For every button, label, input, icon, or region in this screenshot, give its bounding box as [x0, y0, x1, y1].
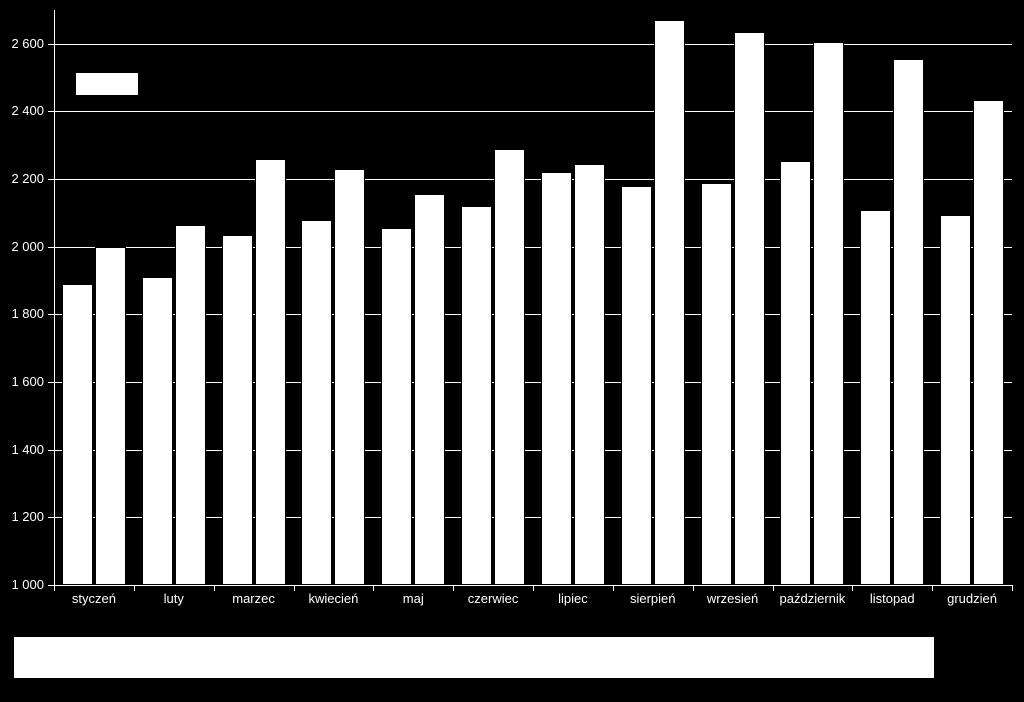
bar — [813, 42, 844, 585]
x-tick-label: maj — [373, 591, 453, 606]
x-tick-label: wrzesień — [693, 591, 773, 606]
legend-swatch — [76, 73, 138, 95]
y-tick — [48, 382, 54, 383]
y-tick — [48, 247, 54, 248]
gridline — [54, 179, 1012, 180]
y-tick — [48, 450, 54, 451]
y-tick-label: 1 800 — [0, 306, 44, 321]
bar — [62, 284, 93, 585]
y-tick-label: 2 000 — [0, 239, 44, 254]
bottom-strip — [14, 637, 934, 678]
y-tick — [48, 111, 54, 112]
x-tick-label: czerwiec — [453, 591, 533, 606]
bar — [621, 186, 652, 585]
bar — [654, 20, 685, 585]
y-tick-label: 1 000 — [0, 577, 44, 592]
bar — [541, 172, 572, 585]
bar — [381, 228, 412, 585]
bar — [780, 161, 811, 585]
bar — [301, 220, 332, 585]
y-tick — [48, 44, 54, 45]
bar — [940, 215, 971, 585]
x-tick — [1012, 585, 1013, 591]
y-axis — [54, 10, 55, 585]
bar — [95, 247, 126, 585]
y-tick-label: 1 200 — [0, 509, 44, 524]
bar — [334, 169, 365, 585]
monthly-bar-chart: 1 000 1 200 1 400 1 600 1 800 2 000 2 200 2 400… — [0, 0, 1024, 702]
x-tick-label: listopad — [852, 591, 932, 606]
bar — [461, 206, 492, 585]
y-tick — [48, 517, 54, 518]
x-tick-label: marzec — [214, 591, 294, 606]
gridline — [54, 44, 1012, 45]
bar — [893, 59, 924, 585]
bar — [414, 194, 445, 585]
bar — [973, 100, 1004, 585]
y-tick — [48, 314, 54, 315]
bar — [255, 159, 286, 585]
x-tick-label: kwiecień — [294, 591, 374, 606]
bar — [701, 183, 732, 586]
x-tick-label: styczeń — [54, 591, 134, 606]
x-tick-label: grudzień — [932, 591, 1012, 606]
bar — [574, 164, 605, 585]
bar — [142, 277, 173, 585]
x-tick-label: październik — [773, 591, 853, 606]
x-tick-label: lipiec — [533, 591, 613, 606]
x-tick-label: luty — [134, 591, 214, 606]
y-tick-label: 2 200 — [0, 171, 44, 186]
bar — [860, 210, 891, 585]
y-tick-label: 1 400 — [0, 442, 44, 457]
y-tick-label: 2 600 — [0, 36, 44, 51]
x-tick-label: sierpień — [613, 591, 693, 606]
bar — [494, 149, 525, 585]
y-tick-label: 1 600 — [0, 374, 44, 389]
bar — [734, 32, 765, 585]
gridline — [54, 111, 1012, 112]
bar — [222, 235, 253, 585]
bar — [175, 225, 206, 585]
y-tick — [48, 179, 54, 180]
y-tick-label: 2 400 — [0, 103, 44, 118]
